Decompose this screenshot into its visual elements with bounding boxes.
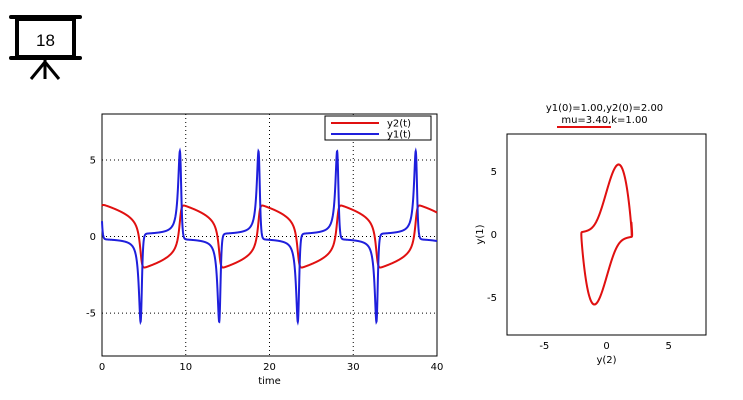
phase-portrait-title: y1(0)=1.00,y2(0)=2.00 — [546, 103, 663, 114]
phase-portrait-chart: y1(0)=1.00,y2(0)=2.00 mu=3.40,k=1.00 -5 0… — [475, 103, 707, 366]
phase-portrait-ylabel: y(1) — [475, 224, 486, 244]
phase-portrait-subtitle: mu=3.40,k=1.00 — [561, 115, 647, 126]
time-series-ticks: 0 10 20 30 40 -5 0 5 — [86, 155, 443, 373]
legend-box — [324, 115, 432, 141]
x-tick-label: 20 — [263, 362, 276, 373]
phase-portrait-curve-group — [580, 163, 634, 306]
phase-portrait-frame — [506, 133, 707, 336]
phase-x-tick-label: -5 — [539, 341, 549, 352]
phase-portrait-xlabel: y(2) — [596, 355, 616, 366]
series-line-y2 — [101, 203, 438, 269]
time-series-chart: 0 10 20 30 40 -5 0 5 time y2(t) y1(t) — [86, 113, 443, 387]
x-tick-label: 0 — [99, 362, 105, 373]
time-series-lines — [101, 147, 438, 326]
phase-y-tick-label: 0 — [491, 230, 497, 241]
x-tick-label: 10 — [179, 362, 192, 373]
y-tick-label: -5 — [86, 309, 96, 320]
phase-x-tick-label: 0 — [603, 341, 609, 352]
time-series-xlabel: time — [258, 376, 281, 387]
time-series-grid — [102, 114, 437, 356]
series-line-y1 — [101, 147, 438, 326]
phase-y-tick-label: -5 — [487, 293, 497, 304]
x-tick-label: 30 — [347, 362, 360, 373]
time-series-legend: y2(t) y1(t) — [324, 115, 432, 141]
slide-number: 18 — [36, 31, 55, 50]
legend-label-y2: y2(t) — [387, 119, 411, 130]
x-tick-label: 40 — [431, 362, 444, 373]
phase-y-tick-label: 5 — [491, 167, 497, 178]
y-tick-label: 5 — [90, 155, 96, 166]
y-tick-label: 0 — [90, 232, 96, 243]
phase-portrait-curve — [580, 163, 634, 306]
projector-screen-icon: 18 — [9, 15, 82, 80]
phase-portrait-ticks: -5 0 5 -5 0 5 — [487, 167, 672, 352]
legend-label-y1: y1(t) — [387, 130, 411, 141]
phase-x-tick-label: 5 — [666, 341, 672, 352]
